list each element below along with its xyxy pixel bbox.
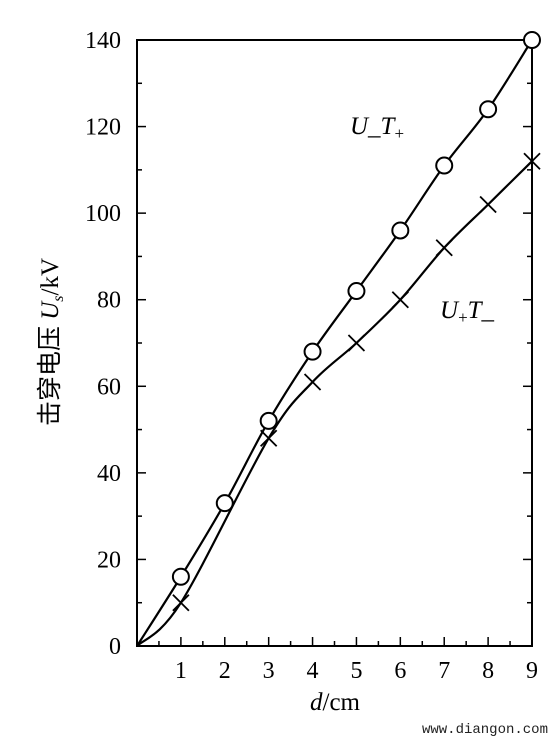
y-tick-label: 140 bbox=[85, 28, 121, 54]
x-tick-label: 5 bbox=[350, 658, 362, 684]
y-tick-label: 0 bbox=[109, 634, 121, 660]
cross-stroke bbox=[479, 195, 497, 214]
x-tick-label: 7 bbox=[438, 658, 450, 684]
cross-stroke bbox=[260, 429, 278, 447]
y-tick-labels: 0 20 40 60 80 100 120 140 bbox=[85, 28, 121, 660]
data-point-circle bbox=[303, 342, 322, 361]
x-tick-label: 6 bbox=[394, 658, 406, 684]
cross-stroke bbox=[391, 291, 409, 309]
data-point-circle bbox=[347, 282, 366, 301]
series-line-1 bbox=[136, 160, 533, 647]
data-point-cross bbox=[523, 152, 541, 170]
series-label-negative-tip: U_T+ bbox=[350, 113, 404, 143]
cross-stroke bbox=[172, 594, 190, 612]
x-tick-label: 3 bbox=[263, 658, 275, 684]
data-point-cross bbox=[435, 239, 453, 257]
x-axis-title: d/cm bbox=[310, 689, 361, 716]
data-point-cross bbox=[260, 429, 278, 447]
axis-ticks bbox=[137, 82, 532, 646]
data-point-cross bbox=[479, 195, 497, 214]
data-point-circle bbox=[215, 494, 234, 513]
x-tick-label: 4 bbox=[307, 658, 319, 684]
y-tick-label: 20 bbox=[97, 547, 121, 573]
x-tick-label: 8 bbox=[482, 658, 494, 684]
cross-stroke bbox=[435, 239, 453, 257]
data-point-circle bbox=[391, 221, 410, 240]
y-tick-label: 60 bbox=[97, 374, 121, 400]
data-point-cross bbox=[347, 334, 366, 352]
data-point-cross bbox=[172, 594, 190, 612]
x-tick-label: 9 bbox=[526, 658, 538, 684]
y-tick-label: 100 bbox=[85, 201, 121, 227]
series-markers bbox=[171, 31, 541, 612]
data-point-circle bbox=[523, 31, 541, 49]
data-point-cross bbox=[391, 291, 409, 309]
y-tick-label: 40 bbox=[97, 461, 121, 487]
y-tick-label: 120 bbox=[85, 115, 121, 141]
series-curves bbox=[136, 39, 533, 647]
x-tick-labels: 1 2 3 4 5 6 7 8 9 bbox=[175, 658, 538, 684]
cross-stroke bbox=[523, 152, 541, 170]
series-label-positive-tip: U+T_ bbox=[440, 297, 495, 327]
series-line-0 bbox=[136, 39, 533, 647]
y-tick-label: 80 bbox=[97, 288, 121, 314]
x-tick-label: 2 bbox=[219, 658, 231, 684]
data-point-cross bbox=[303, 373, 322, 391]
data-point-circle bbox=[259, 411, 278, 430]
cross-stroke bbox=[303, 373, 322, 391]
data-point-circle bbox=[171, 567, 190, 586]
data-point-circle bbox=[479, 100, 498, 119]
watermark: www.diangon.com bbox=[421, 722, 548, 738]
x-tick-label: 1 bbox=[175, 658, 187, 684]
y-axis-title: 击穿电压 Us/kV bbox=[36, 258, 67, 426]
cross-stroke bbox=[347, 334, 366, 352]
data-point-circle bbox=[435, 156, 454, 175]
